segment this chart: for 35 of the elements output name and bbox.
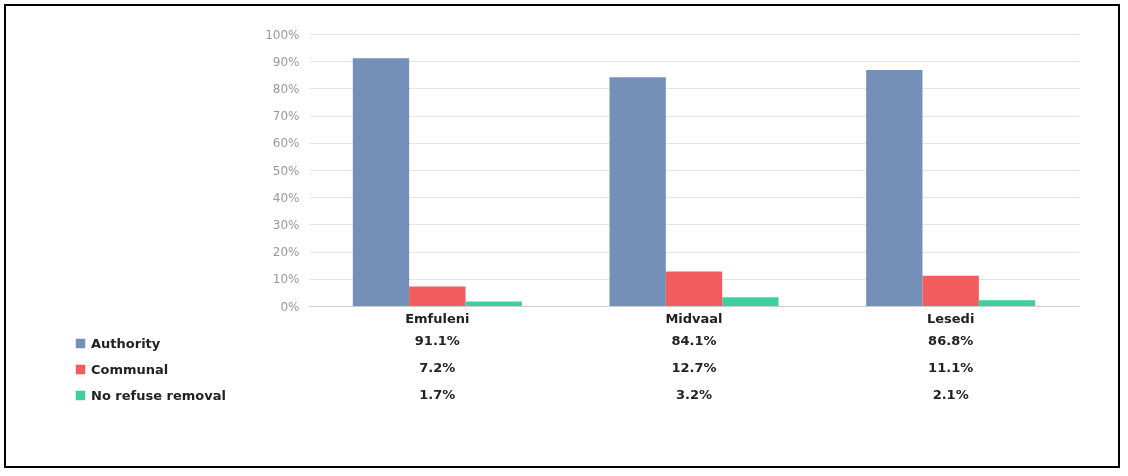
data-label: 3.2% xyxy=(675,386,713,402)
y-tick-label: 90% xyxy=(272,54,300,69)
bar xyxy=(922,275,979,306)
data-label: 84.1% xyxy=(671,332,717,348)
y-tick-label: 50% xyxy=(272,163,300,178)
data-label: 12.7% xyxy=(671,359,717,375)
y-tick-label: 0% xyxy=(280,299,300,314)
x-tick-label: Emfuleni xyxy=(405,310,470,326)
data-label: 11.1% xyxy=(928,359,974,375)
legend-label: Communal xyxy=(91,361,169,377)
y-tick-label: 70% xyxy=(272,109,300,124)
data-label: 7.2% xyxy=(419,359,456,375)
x-tick-label: Lesedi xyxy=(926,310,975,326)
y-tick-label: 40% xyxy=(272,190,300,205)
y-tick-label: 100% xyxy=(265,27,300,42)
data-label: 2.1% xyxy=(932,386,969,402)
bar xyxy=(409,286,466,306)
bar xyxy=(352,58,410,306)
data-label: 1.7% xyxy=(419,386,456,402)
y-tick-label: 10% xyxy=(272,272,300,287)
bar xyxy=(722,297,779,306)
bar xyxy=(665,271,723,306)
y-tick-label: 20% xyxy=(272,245,300,260)
data-label: 91.1% xyxy=(414,332,460,348)
legend-label: No refuse removal xyxy=(91,387,226,403)
y-tick-label: 60% xyxy=(272,136,300,151)
bar xyxy=(609,77,666,306)
x-tick-label: Midvaal xyxy=(665,310,723,326)
y-tick-label: 30% xyxy=(272,217,300,232)
legend-label: Authority xyxy=(91,335,161,351)
y-tick-label: 80% xyxy=(272,81,300,96)
bar xyxy=(866,69,923,306)
data-label: 86.8% xyxy=(928,332,974,348)
bar xyxy=(465,301,522,306)
bar xyxy=(978,300,1036,306)
